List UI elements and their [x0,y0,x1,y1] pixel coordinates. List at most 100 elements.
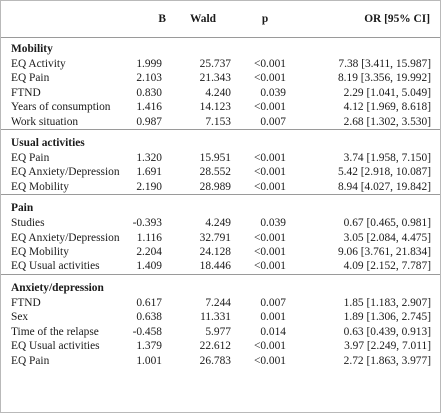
cell-or-ci: 5.42 [2.918, 10.087] [337,166,431,179]
cell-wald: 5.977 [205,325,231,338]
cell-p: <0.001 [253,354,286,367]
row-label: Studies [11,217,45,230]
cell-or-ci: 2.29 [1.041, 5.049] [343,86,431,99]
table-row: EQ Mobility 2.190 28.989 <0.001 8.94 [4.027,… [1,180,440,195]
row-label: Sex [11,311,29,324]
cell-wald: 14.123 [199,101,231,114]
cell-b: 1.320 [136,152,162,165]
section-title: Usual activities [11,136,85,149]
cell-p: <0.001 [253,166,286,179]
cell-p: <0.001 [253,152,286,165]
row-label: EQ Pain [11,152,50,165]
cell-wald: 26.783 [199,354,231,367]
section-divider [1,129,440,131]
cell-b: 0.987 [136,115,162,128]
cell-b: 1.691 [136,166,162,179]
cell-wald: 22.612 [199,340,231,353]
row-label: EQ Mobility [11,180,69,193]
row-label: EQ Usual activities [11,340,100,353]
cell-p: <0.001 [253,231,286,244]
table-body: Mobility EQ Activity 1.999 25.737 <0.001 7.38… [1,38,440,368]
table-row: Time of the relapse -0.458 5.977 0.014 0.63 … [1,325,440,339]
cell-wald: 11.331 [200,311,231,324]
cell-wald: 28.552 [199,166,231,179]
cell-b: 0.617 [136,296,162,309]
cell-p: 0.039 [260,86,286,99]
table-row: Years of consumption 1.416 14.123 <0.001 4.1… [1,100,440,114]
table-row: EQ Pain 1.001 26.783 <0.001 2.72 [1.863, 3.9… [1,354,440,368]
table-row: EQ Anxiety/Depression 1.116 32.791 <0.001 3.… [1,231,440,245]
cell-b: 2.204 [136,246,162,259]
table-row: Work situation 0.987 7.153 0.007 2.68 [1.302… [1,115,440,130]
header-p: p [236,1,294,38]
section-header-row: Mobility [1,41,440,57]
cell-or-ci: 3.97 [2.249, 7.011] [344,340,431,353]
table-row: EQ Anxiety/Depression 1.691 28.552 <0.001 5.… [1,165,440,179]
cell-wald: 15.951 [199,152,231,165]
table-row: EQ Usual activities 1.409 18.446 <0.001 4.09… [1,259,440,274]
cell-wald: 28.989 [199,180,231,193]
cell-or-ci: 2.72 [1.863, 3.977] [343,354,431,367]
row-label: EQ Pain [11,72,50,85]
row-label: EQ Usual activities [11,260,100,273]
row-label: FTND [11,296,41,309]
section-divider [1,194,440,196]
cell-or-ci: 2.68 [1.302, 3.530] [343,115,431,128]
section-title: Mobility [11,42,53,55]
cell-or-ci: 8.19 [3.356, 19.992] [337,72,431,85]
cell-b: 0.638 [136,311,162,324]
cell-wald: 4.249 [205,217,231,230]
row-label: Work situation [11,115,79,128]
cell-p: <0.001 [253,72,286,85]
cell-or-ci: 7.38 [3.411, 15.987] [338,58,431,70]
table-row: EQ Pain 2.103 21.343 <0.001 8.19 [3.356, 19.… [1,71,440,85]
table-row: EQ Activity 1.999 25.737 <0.001 7.38 [3.411,… [1,57,440,71]
cell-wald: 25.737 [199,58,231,70]
cell-or-ci: 0.67 [0.465, 0.981] [343,217,431,230]
section-title: Anxiety/depression [11,281,104,294]
header-or-ci: OR [95% CI] [294,1,440,38]
row-label: EQ Pain [11,354,50,367]
cell-or-ci: 1.85 [1.183, 2.907] [343,296,431,309]
cell-wald: 24.128 [199,246,231,259]
row-label: EQ Anxiety/Depression [11,231,120,244]
cell-b: 1.409 [136,260,162,273]
table-row: EQ Usual activities 1.379 22.612 <0.001 3.97… [1,339,440,353]
section-header-row: Anxiety/depression [1,280,440,296]
cell-p: <0.001 [253,101,286,114]
cell-p: 0.007 [260,296,286,309]
cell-p: 0.007 [260,115,286,128]
section-title: Pain [11,202,34,215]
results-table: B Wald p OR [95% CI] Mobility EQ Activity… [1,1,440,368]
table-row: EQ Mobility 2.204 24.128 <0.001 9.06 [3.761,… [1,245,440,259]
cell-or-ci: 0.63 [0.439, 0.913] [343,325,431,338]
row-label: EQ Activity [11,58,66,70]
cell-p: <0.001 [253,260,286,273]
cell-p: <0.001 [253,180,286,193]
cell-or-ci: 9.06 [3.761, 21.834] [337,246,431,259]
table-row: Studies -0.393 4.249 0.039 0.67 [0.465, 0.98… [1,216,440,230]
cell-p: 0.001 [260,311,286,324]
cell-p: <0.001 [253,340,286,353]
row-label: Time of the relapse [11,325,99,338]
cell-or-ci: 1.89 [1.306, 2.745] [343,311,431,324]
cell-b: -0.458 [132,325,162,338]
section-header-row: Usual activities [1,135,440,151]
header-row: B Wald p OR [95% CI] [1,1,440,38]
cell-or-ci: 4.12 [1.969, 8.618] [343,101,431,114]
cell-p: 0.014 [260,325,286,338]
section-header-row: Pain [1,200,440,216]
cell-b: 1.116 [136,231,162,244]
cell-b: 2.103 [136,72,162,85]
cell-b: 1.416 [136,101,162,114]
cell-p: 0.039 [260,217,286,230]
table-row: EQ Pain 1.320 15.951 <0.001 3.74 [1.958, 7.1… [1,151,440,165]
cell-or-ci: 3.05 [2.084, 4.475] [343,231,431,244]
cell-wald: 32.791 [199,231,231,244]
cell-wald: 4.240 [205,86,231,99]
table-row: Sex 0.638 11.331 0.001 1.89 [1.306, 2.745] [1,310,440,324]
row-label: EQ Anxiety/Depression [11,166,120,179]
cell-b: 0.830 [136,86,162,99]
header-label [1,1,122,38]
